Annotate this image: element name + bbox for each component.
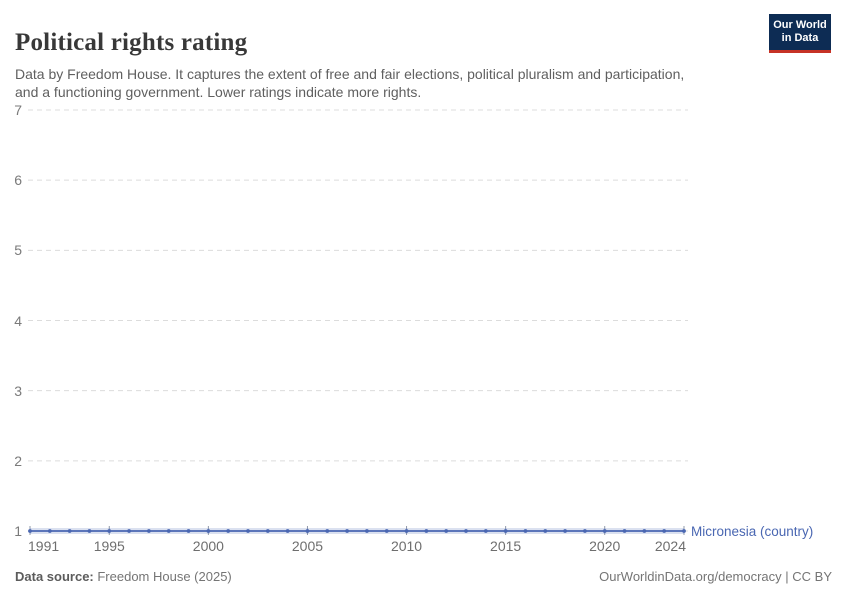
data-point-1997: [147, 529, 151, 533]
data-point-2015: [503, 529, 508, 533]
chart-subtitle: Data by Freedom House. It captures the e…: [15, 65, 684, 101]
x-axis-label-2010: 2010: [390, 538, 423, 554]
owid-logo-line1: Our World: [773, 19, 827, 31]
data-source-value: Freedom House (2025): [93, 569, 232, 584]
data-point-2004: [285, 529, 290, 533]
x-axis-label-1995: 1995: [93, 538, 125, 554]
data-point-2014: [483, 529, 488, 533]
data-point-1993: [67, 529, 72, 533]
data-point-2003: [265, 529, 270, 533]
owid-logo-stripe: [769, 50, 831, 53]
chart-subtitle-line2: and a functioning government. Lower rati…: [15, 84, 422, 100]
chart-subtitle-line1: Data by Freedom House. It captures the e…: [15, 66, 685, 82]
data-point-2020: [602, 529, 607, 533]
data-point-2016: [523, 529, 528, 533]
x-axis-label-2005: 2005: [291, 538, 324, 554]
data-point-2024: [682, 529, 686, 533]
data-point-2010: [404, 529, 409, 533]
x-axis-label-2000: 2000: [192, 538, 224, 554]
data-series-layer: [28, 528, 686, 534]
data-source-note[interactable]: Data source: Freedom House (2025): [15, 569, 232, 584]
data-point-1991: [28, 529, 32, 533]
owid-logo-line2: in Data: [781, 32, 819, 44]
data-point-2012: [444, 529, 449, 533]
y-axis-label-5: 5: [14, 242, 22, 259]
y-axis-label-1: 1: [14, 523, 22, 539]
data-point-1998: [166, 529, 171, 533]
data-point-2002: [246, 529, 250, 533]
data-point-2013: [464, 529, 468, 533]
y-axis-label-7: 7: [14, 102, 22, 118]
data-point-2018: [563, 529, 567, 533]
data-point-1996: [127, 529, 131, 533]
data-point-2000: [206, 529, 211, 533]
x-axis-label-2020: 2020: [589, 538, 621, 554]
page-title: Political rights rating: [15, 28, 248, 56]
data-source-label: Data source:: [15, 569, 94, 584]
data-point-1999: [186, 529, 191, 533]
data-point-2021: [622, 529, 627, 533]
data-point-2011: [424, 529, 429, 533]
series-label-micronesia[interactable]: Micronesia (country): [691, 524, 814, 539]
x-axis-label-1991: 1991: [28, 538, 60, 554]
data-point-2022: [642, 529, 647, 533]
data-point-2023: [662, 529, 667, 533]
data-point-2005: [305, 529, 310, 533]
data-point-2006: [325, 529, 330, 533]
data-point-2009: [384, 529, 389, 533]
x-axis-label-2015: 2015: [490, 538, 522, 554]
x-axis-label-2024: 2024: [654, 538, 686, 554]
data-point-2019: [583, 529, 587, 533]
data-point-2007: [345, 529, 349, 533]
y-axis-label-6: 6: [14, 172, 22, 189]
data-point-2008: [365, 529, 369, 533]
owid-logo[interactable]: Our World in Data: [769, 14, 831, 53]
data-point-1995: [107, 529, 112, 533]
y-axis-label-2: 2: [14, 452, 22, 469]
data-point-1994: [87, 529, 92, 533]
data-point-2017: [543, 529, 548, 533]
y-axis-label-4: 4: [14, 312, 22, 329]
credit-link[interactable]: OurWorldinData.org/democracy | CC BY: [599, 569, 832, 584]
owid-logo-text: Our World in Data: [769, 14, 831, 50]
data-point-2001: [226, 529, 231, 533]
plot-area[interactable]: [28, 100, 688, 545]
y-axis-label-3: 3: [14, 382, 22, 399]
data-point-1992: [47, 529, 52, 533]
